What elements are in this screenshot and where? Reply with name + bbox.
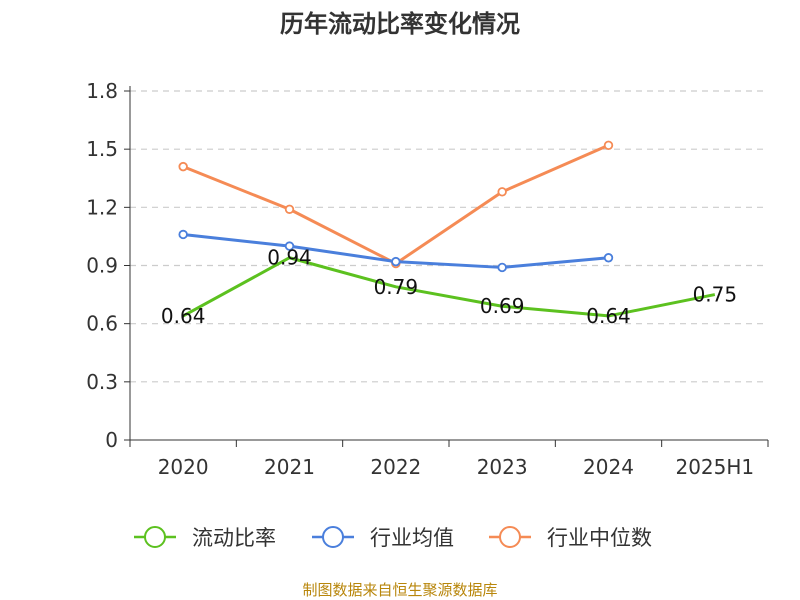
- y-tick-label: 0.9: [86, 254, 118, 278]
- series-marker-2: [497, 187, 507, 197]
- x-tick-label: 2020: [158, 455, 209, 479]
- legend-marker-icon: [322, 526, 344, 548]
- grid-lines: [130, 90, 768, 383]
- x-tick-label: 2021: [264, 455, 315, 479]
- series-marker-1: [284, 241, 295, 251]
- data-label: 0.69: [480, 294, 525, 318]
- series-line-2: [182, 143, 610, 266]
- source-note: 制图数据来自恒生聚源数据库: [302, 581, 497, 599]
- x-tick-label: 2023: [477, 455, 528, 479]
- data-labels: 0.64 0.94 0.79 0.69 0.64 0.75: [161, 246, 737, 328]
- y-tick-label: 0: [105, 428, 118, 452]
- y-tick-label: 0.6: [86, 312, 118, 336]
- series-marker-1: [391, 256, 401, 267]
- legend-label: 流动比率: [192, 526, 276, 550]
- data-label: 0.64: [161, 304, 206, 328]
- y-tick-label: 0.3: [86, 370, 118, 394]
- series-lines: [178, 140, 716, 318]
- legend-label: 行业均值: [370, 526, 454, 550]
- series-marker-2: [284, 204, 295, 214]
- data-label: 0.64: [586, 304, 631, 328]
- series-line-0: [182, 256, 716, 318]
- legend-marker-icon: [499, 526, 521, 548]
- data-label: 0.79: [374, 275, 419, 299]
- legend-label: 行业中位数: [547, 526, 652, 550]
- axes: 0 0.3 0.6 0.9 1.2 1.5 1.8 2020 2021 2022 2023 2024 2…: [86, 79, 769, 479]
- y-tick-label: 1.5: [86, 137, 118, 161]
- series-marker-1: [603, 253, 614, 263]
- x-tick-label: 2025H1: [675, 455, 754, 479]
- legend: 流动比率 行业均值 行业中位数: [134, 526, 652, 550]
- data-label: 0.75: [693, 283, 738, 307]
- y-tick-label: 1.8: [86, 79, 118, 103]
- series-marker-1: [178, 229, 188, 240]
- series-marker-1: [497, 262, 507, 273]
- data-label: 0.94: [267, 246, 312, 270]
- x-tick-label: 2024: [583, 455, 634, 479]
- legend-marker-icon: [144, 526, 166, 548]
- series-marker-2: [178, 161, 188, 172]
- x-tick-label: 2022: [370, 455, 421, 479]
- chart-title: 历年流动比率变化情况: [280, 10, 520, 38]
- series-marker-2: [603, 140, 614, 150]
- y-tick-label: 1.2: [86, 195, 118, 219]
